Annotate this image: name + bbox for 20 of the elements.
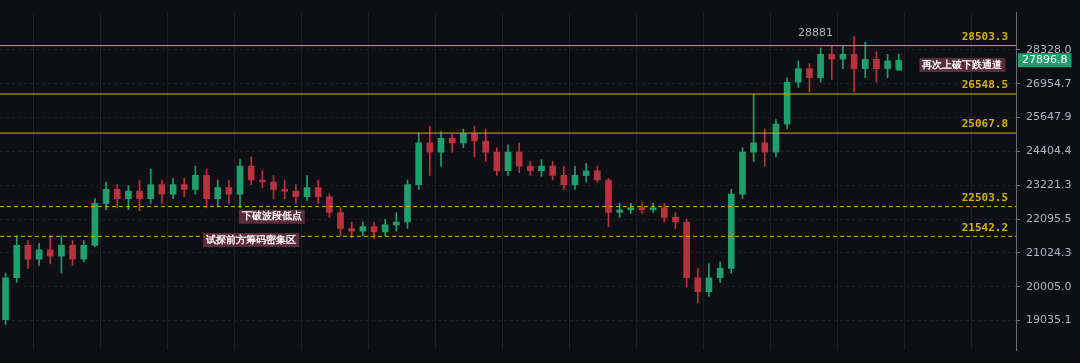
annotation: 试探前方筹码密集区 (205, 233, 297, 245)
annotation: 下破波段低点 (240, 210, 302, 222)
y-tick-label: 21024.3 (1026, 245, 1072, 259)
y-tick-label: 20005.0 (1026, 279, 1072, 293)
text: 27896.8 (1022, 53, 1068, 67)
ref-line-label: 28503.3 (961, 29, 1008, 43)
y-tick-label: 22095.5 (1026, 211, 1072, 225)
annotation: 再次上破下跌通道 (921, 58, 1004, 70)
y-tick-label: 28328.0 (1026, 42, 1072, 56)
ref-line-label: 25067.8 (961, 117, 1008, 131)
y-tick-label: 26954.7 (1026, 76, 1072, 90)
y-tick-label: 25647.9 (1026, 110, 1072, 124)
y-tick-label: 23221.3 (1026, 178, 1072, 192)
ref-line-label: 22503.5 (961, 190, 1008, 204)
candlestick (828, 44, 836, 80)
y-tick-label: 19035.1 (1026, 313, 1072, 327)
ref-line-label: 21542.2 (961, 220, 1008, 234)
annotation: 28881 (798, 25, 834, 39)
ref-line-label: 26548.5 (961, 78, 1008, 92)
y-tick-label: 24404.4 (1026, 144, 1072, 158)
